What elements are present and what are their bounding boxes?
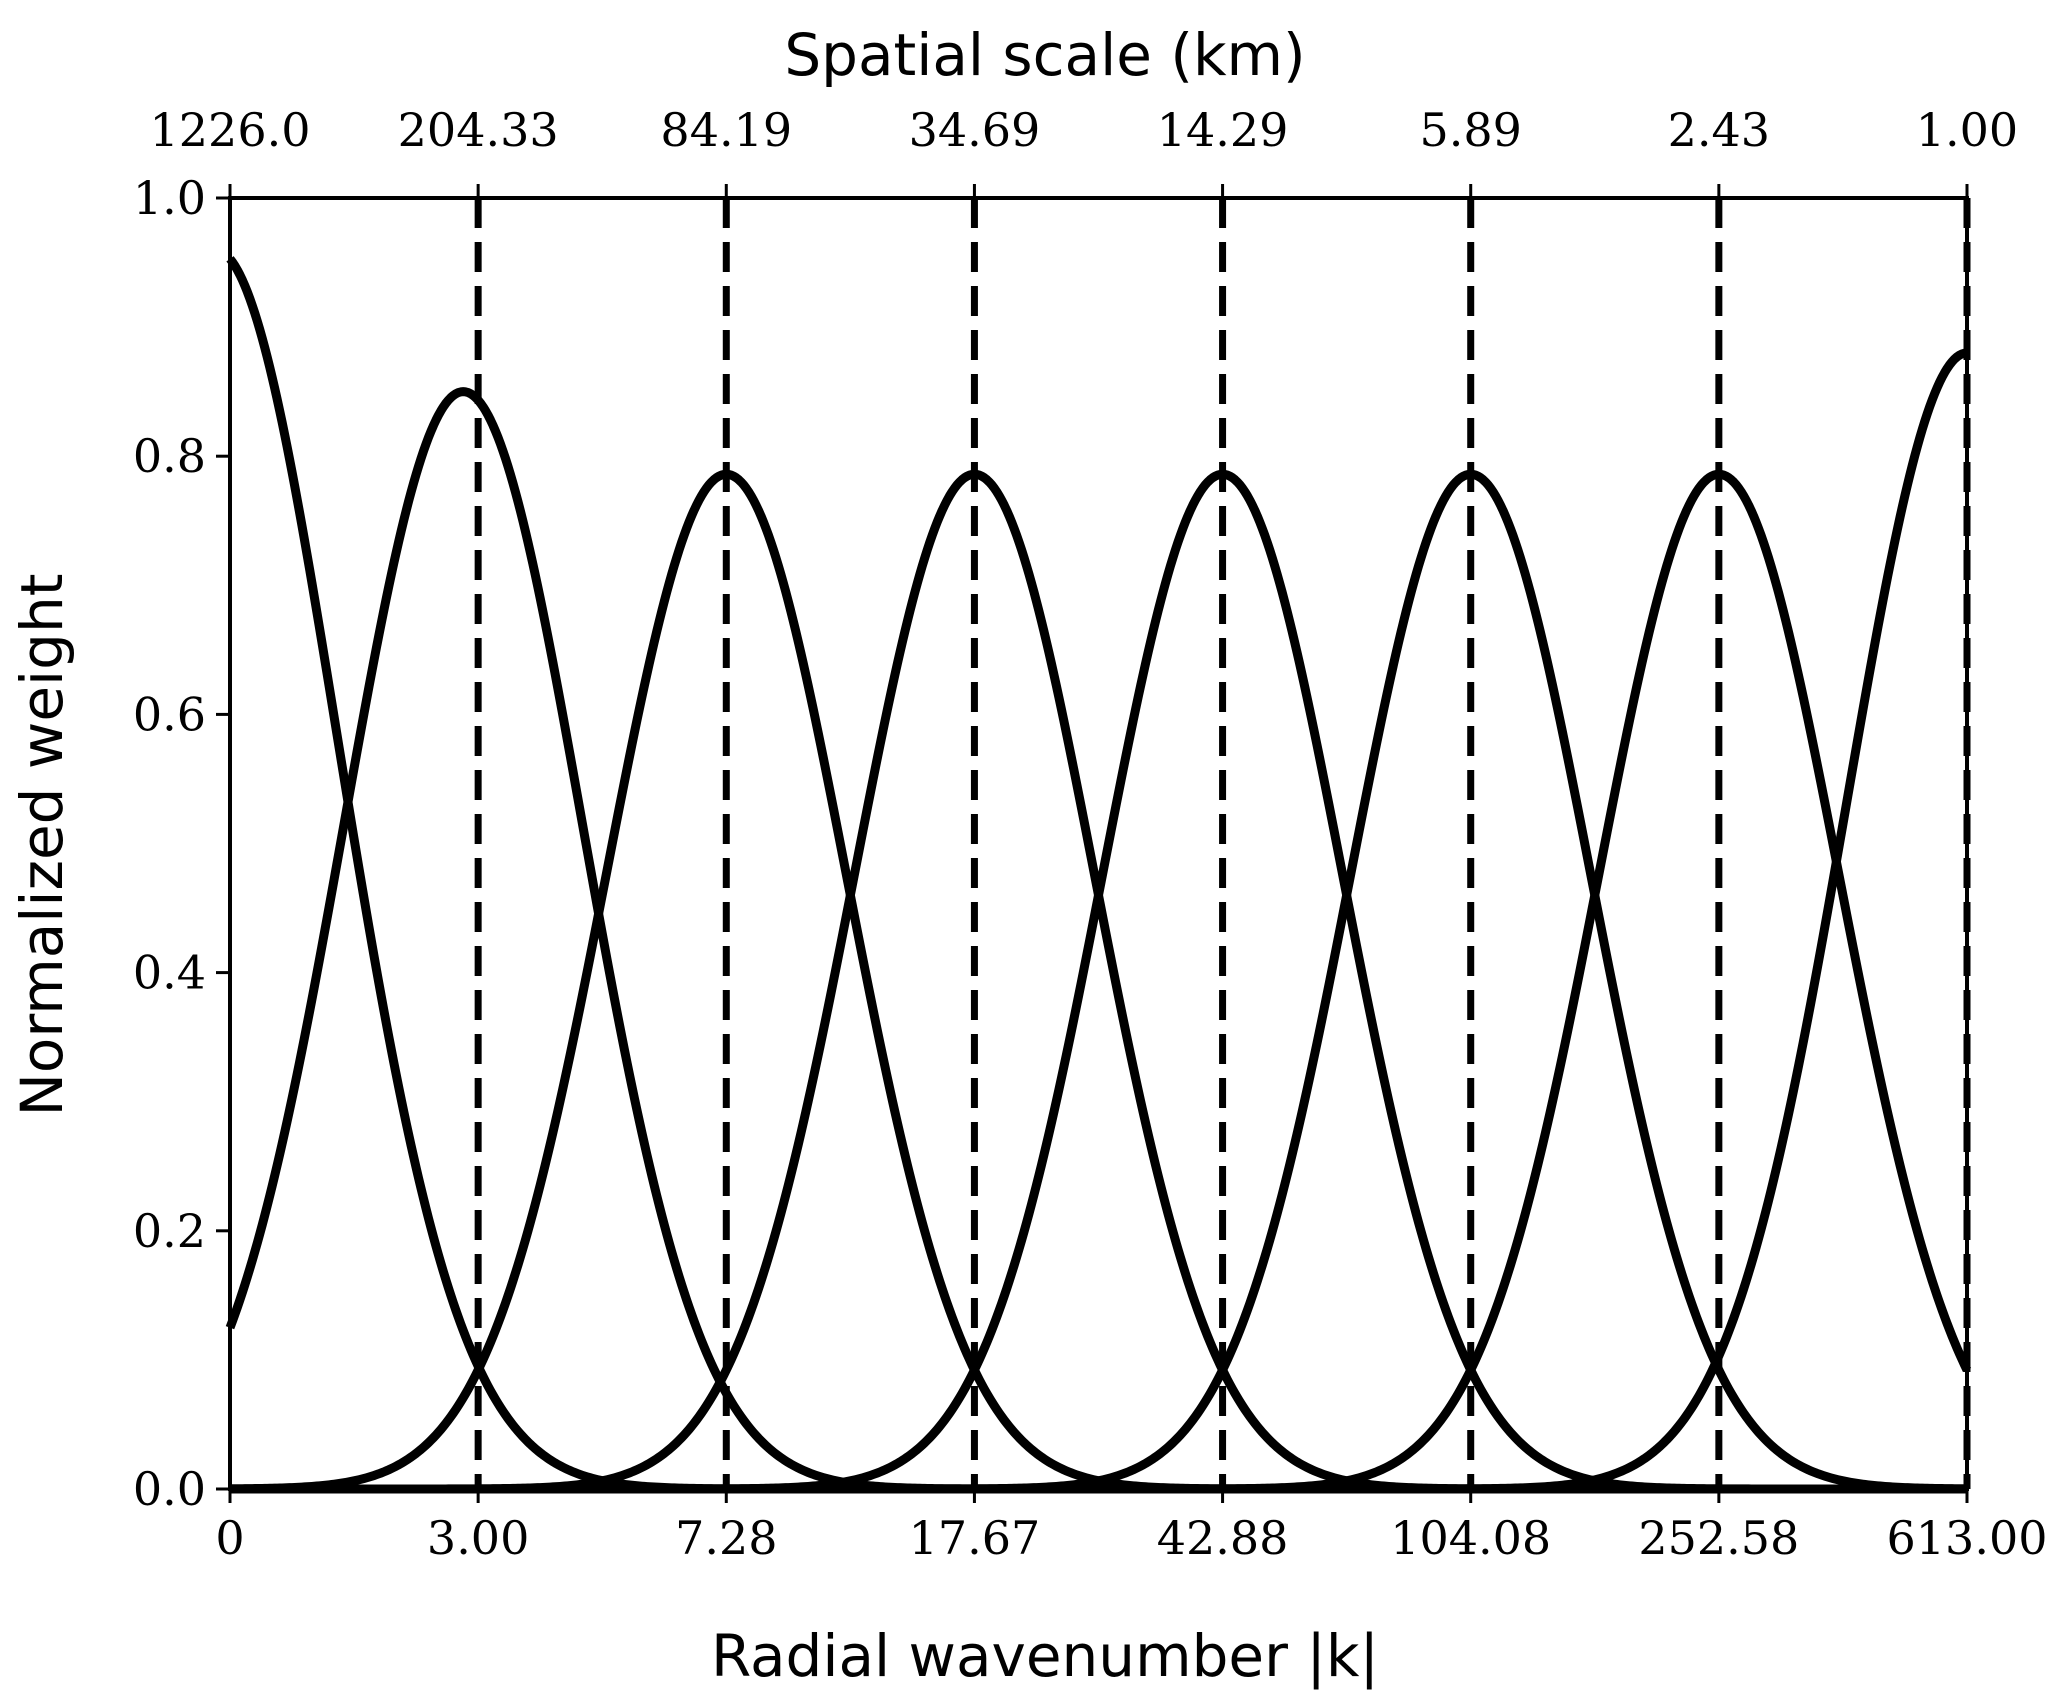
x-bottom-tick-label: 0: [215, 1511, 244, 1565]
y-tick-label: 0.0: [133, 1462, 206, 1516]
x-bottom-tick-label: 42.88: [1157, 1511, 1289, 1565]
y-tick-label: 1.0: [133, 171, 206, 225]
x-axis-title: Radial wavenumber |k|: [711, 1622, 1379, 1690]
x-axis-bottom-ticks: 0 3.00 7.28 17.67 42.88 104.08 252.58 613.00: [215, 1489, 2047, 1565]
x-bottom-tick-label: 613.00: [1887, 1511, 2048, 1565]
weight-curve-8: [227, 348, 1970, 1494]
x-axis-top-ticks: 1226.0 204.33 84.19 34.69 14.29 5.89 2.43 1.00: [150, 103, 2018, 198]
x-top-tick-label: 204.33: [398, 103, 559, 157]
y-axis-ticks: 0.0 0.2 0.4 0.6 0.8 1.0: [133, 171, 230, 1516]
x-top-tick-label: 5.89: [1420, 103, 1522, 157]
weight-curves: [225, 256, 1972, 1494]
y-axis-title: Normalized weight: [8, 574, 76, 1117]
x-bottom-tick-label: 3.00: [427, 1511, 529, 1565]
x-bottom-tick-label: 7.28: [675, 1511, 777, 1565]
weight-curve-2: [225, 387, 1970, 1494]
x-top-tick-label: 1.00: [1916, 103, 2018, 157]
x-bottom-tick-label: 17.67: [909, 1511, 1041, 1565]
x-top-tick-label: 34.69: [909, 103, 1041, 157]
y-tick-label: 0.8: [133, 429, 206, 483]
y-tick-label: 0.4: [133, 946, 206, 1000]
x-top-tick-label: 2.43: [1668, 103, 1770, 157]
x-bottom-tick-label: 104.08: [1390, 1511, 1551, 1565]
plot-frame: [228, 196, 1969, 1491]
y-tick-label: 0.2: [133, 1204, 206, 1258]
y-tick-label: 0.6: [133, 687, 206, 741]
x-top-tick-label: 1226.0: [150, 103, 311, 157]
x-top-tick-label: 84.19: [660, 103, 792, 157]
x-top-tick-label: 14.29: [1157, 103, 1289, 157]
x-bottom-tick-label: 252.58: [1638, 1511, 1799, 1565]
top-axis-title: Spatial scale (km): [784, 21, 1305, 89]
